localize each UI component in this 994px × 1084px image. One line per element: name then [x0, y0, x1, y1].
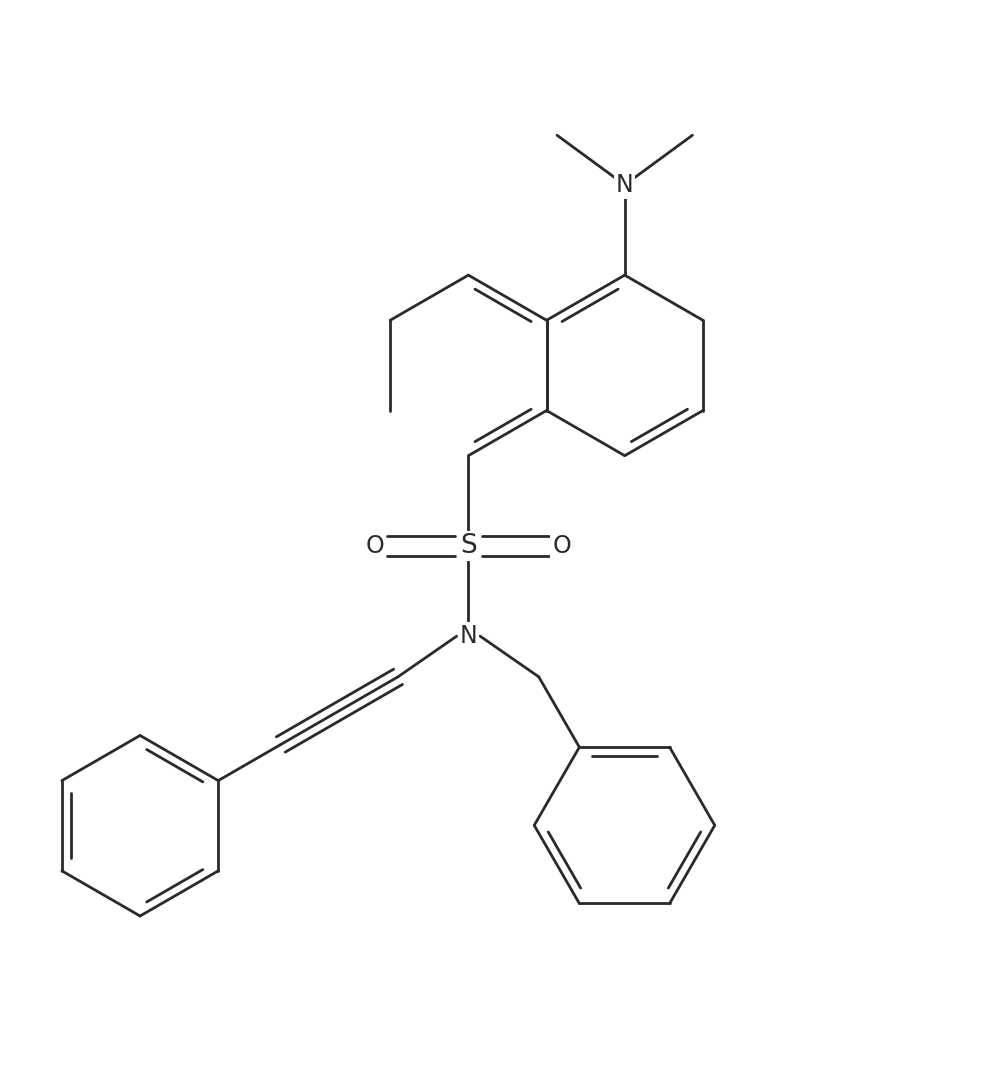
Text: O: O — [552, 534, 571, 558]
Text: N: N — [615, 172, 633, 197]
Text: N: N — [459, 624, 477, 648]
Text: S: S — [459, 533, 476, 559]
Text: O: O — [366, 534, 384, 558]
